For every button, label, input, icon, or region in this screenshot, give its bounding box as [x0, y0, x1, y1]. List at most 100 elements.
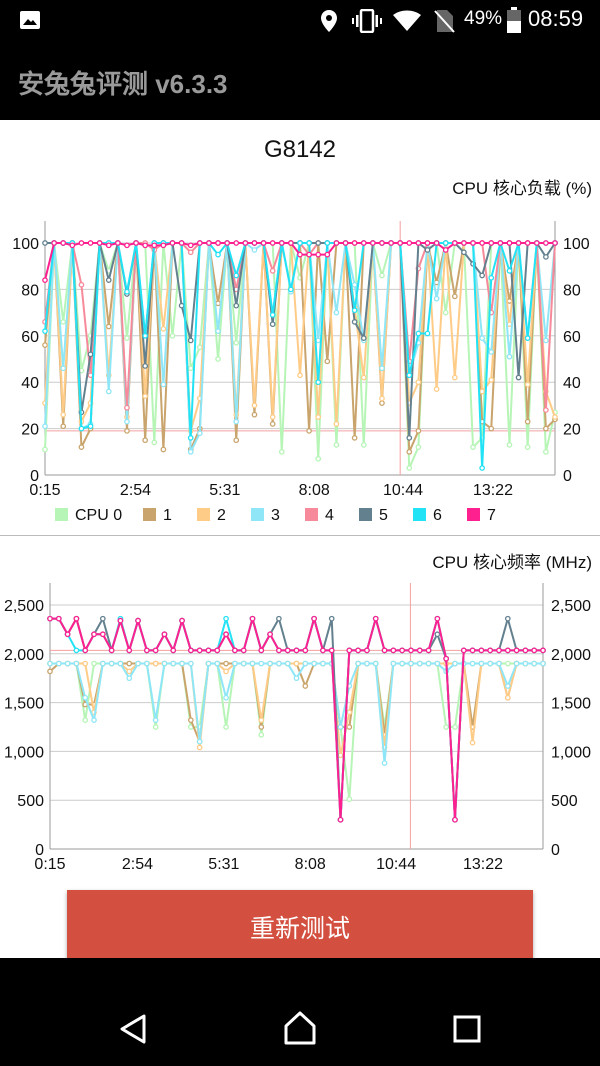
- data-point-cpu6: [351, 307, 358, 314]
- data-point-cpu2: [315, 414, 322, 420]
- data-point-cpu3: [91, 717, 97, 724]
- data-point-cpu6: [269, 312, 276, 318]
- data-point-cpu0: [360, 441, 367, 448]
- data-point-cpu2: [360, 374, 367, 381]
- data-point-cpu7: [397, 240, 404, 246]
- data-point-cpu0: [233, 339, 240, 346]
- data-point-cpu3: [513, 660, 520, 667]
- legend-swatch-cpu0: [55, 508, 68, 521]
- data-point-cpu7: [351, 240, 358, 246]
- data-point-cpu3: [60, 365, 67, 372]
- data-point-cpu0: [470, 444, 476, 451]
- data-point-cpu3: [540, 660, 546, 667]
- data-point-cpu3: [522, 660, 529, 667]
- data-point-cpu7: [302, 647, 309, 654]
- data-point-cpu3: [187, 448, 194, 455]
- data-point-cpu3: [249, 660, 256, 667]
- recents-icon[interactable]: [453, 1015, 481, 1043]
- home-icon[interactable]: [283, 1010, 317, 1046]
- data-point-cpu7: [169, 240, 176, 246]
- data-point-cpu2: [433, 386, 440, 393]
- x-tick-label: 2:54: [122, 856, 153, 873]
- data-point-cpu2: [504, 694, 511, 701]
- data-point-cpu4: [78, 281, 85, 288]
- data-point-cpu6: [187, 435, 194, 441]
- data-point-cpu2: [333, 421, 340, 427]
- data-point-cpu7: [126, 647, 133, 654]
- retest-button[interactable]: 重新测试: [67, 890, 533, 968]
- y-tick-label-left: 20: [21, 422, 39, 439]
- data-point-cpu3: [364, 660, 370, 667]
- data-point-cpu3: [496, 660, 502, 667]
- no-sim-icon: [434, 10, 455, 33]
- data-point-cpu3: [315, 337, 322, 344]
- data-point-cpu3: [42, 423, 48, 430]
- data-point-cpu6: [233, 272, 240, 279]
- data-point-cpu6: [297, 240, 303, 246]
- data-point-cpu5: [543, 254, 549, 260]
- data-point-cpu7: [328, 647, 335, 654]
- legend-swatch-cpu7: [467, 508, 480, 521]
- data-point-cpu3: [196, 430, 203, 437]
- data-point-cpu6: [215, 251, 221, 258]
- data-point-cpu3: [205, 660, 212, 667]
- data-point-cpu6: [78, 425, 85, 432]
- data-point-cpu7: [311, 615, 317, 622]
- data-point-cpu1: [451, 293, 458, 300]
- data-point-cpu0: [315, 455, 322, 462]
- data-point-cpu1: [415, 428, 422, 434]
- data-point-cpu6: [488, 274, 495, 281]
- data-point-cpu7: [64, 631, 71, 638]
- data-point-cpu3: [390, 660, 397, 667]
- y-tick-label-left: 1,500: [4, 696, 44, 713]
- data-point-cpu7: [242, 240, 249, 246]
- x-tick-label: 8:08: [295, 856, 326, 873]
- data-point-cpu6: [442, 240, 449, 246]
- y-tick-label-left: 0: [30, 468, 39, 485]
- data-point-cpu7: [524, 240, 531, 246]
- data-point-cpu3: [302, 660, 309, 667]
- x-tick-label: 5:31: [208, 856, 239, 873]
- data-point-cpu7: [55, 615, 62, 622]
- data-point-cpu1: [406, 448, 413, 455]
- data-point-cpu2: [379, 395, 385, 402]
- data-point-cpu2: [297, 372, 303, 379]
- data-point-cpu3: [487, 660, 494, 667]
- location-icon: [321, 10, 337, 32]
- data-point-cpu7: [342, 240, 349, 246]
- data-point-cpu7: [133, 240, 139, 246]
- data-point-cpu7: [346, 647, 353, 654]
- data-point-cpu7: [269, 240, 276, 246]
- legend-label-cpu6: 6: [433, 507, 442, 524]
- data-point-cpu0: [278, 448, 285, 455]
- data-point-cpu3: [337, 724, 344, 730]
- data-point-cpu7: [249, 615, 256, 622]
- data-point-cpu7: [82, 647, 89, 654]
- divider: [0, 535, 600, 536]
- data-point-cpu6: [315, 379, 322, 386]
- data-point-cpu0: [504, 660, 511, 667]
- back-icon[interactable]: [118, 1013, 148, 1045]
- data-point-cpu0: [169, 332, 176, 339]
- data-point-cpu0: [82, 717, 89, 724]
- data-point-cpu6: [479, 465, 485, 471]
- data-point-cpu7: [469, 647, 476, 654]
- data-point-cpu2: [142, 393, 149, 399]
- data-point-cpu0: [506, 441, 513, 448]
- data-point-cpu7: [196, 240, 203, 246]
- device-name: G8142: [263, 136, 337, 163]
- data-point-cpu3: [379, 365, 385, 372]
- data-point-cpu6: [406, 372, 413, 379]
- data-point-cpu2: [337, 752, 344, 759]
- data-point-cpu6: [288, 286, 294, 293]
- data-point-cpu7: [337, 816, 344, 823]
- data-point-cpu7: [161, 631, 168, 638]
- load-chart-title: CPU 核心负载 (%): [452, 179, 592, 198]
- data-point-cpu7: [360, 240, 367, 246]
- data-point-cpu5: [233, 302, 240, 309]
- data-point-cpu7: [267, 631, 273, 638]
- data-point-cpu2: [126, 668, 133, 675]
- data-point-cpu3: [276, 660, 282, 667]
- data-point-cpu7: [506, 240, 513, 246]
- data-point-cpu5: [515, 374, 522, 381]
